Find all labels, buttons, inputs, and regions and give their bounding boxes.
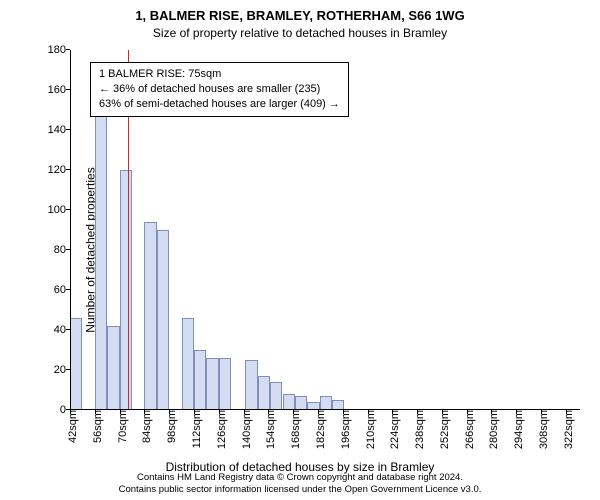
x-tick-mark	[318, 410, 319, 414]
x-tick-label: 154sqm	[259, 410, 277, 449]
x-tick-label: 42sqm	[61, 410, 79, 443]
x-tick-mark	[194, 410, 195, 414]
x-tick-label: 280sqm	[482, 410, 500, 449]
plot-area: 02040608010012014016018042sqm56sqm70sqm8…	[70, 50, 580, 410]
x-tick-mark	[541, 410, 542, 414]
x-tick-mark	[343, 410, 344, 414]
annotation-line: 63% of semi-detached houses are larger (…	[99, 97, 340, 112]
y-tick-label: 20	[54, 364, 70, 376]
x-tick-label: 84sqm	[135, 410, 153, 443]
x-tick-label: 238sqm	[408, 410, 426, 449]
x-tick-mark	[169, 410, 170, 414]
x-tick-label: 56sqm	[86, 410, 104, 443]
chart-title: 1, BALMER RISE, BRAMLEY, ROTHERHAM, S66 …	[0, 8, 600, 23]
y-tick-label: 100	[48, 204, 70, 216]
x-tick-label: 168sqm	[284, 410, 302, 449]
x-tick-mark	[467, 410, 468, 414]
x-tick-mark	[491, 410, 492, 414]
y-tick-label: 40	[54, 324, 70, 336]
x-tick-label: 126sqm	[210, 410, 228, 449]
x-tick-label: 294sqm	[507, 410, 525, 449]
chart-container: 1, BALMER RISE, BRAMLEY, ROTHERHAM, S66 …	[0, 0, 600, 500]
x-tick-mark	[516, 410, 517, 414]
y-tick-label: 60	[54, 284, 70, 296]
x-tick-mark	[120, 410, 121, 414]
annotation-line: ← 36% of detached houses are smaller (23…	[99, 82, 340, 97]
x-tick-mark	[566, 410, 567, 414]
x-tick-mark	[219, 410, 220, 414]
chart-footer: Contains HM Land Registry data © Crown c…	[0, 472, 600, 496]
x-tick-mark	[144, 410, 145, 414]
y-tick-label: 140	[48, 124, 70, 136]
x-tick-label: 70sqm	[111, 410, 129, 443]
x-tick-mark	[95, 410, 96, 414]
y-tick-label: 180	[48, 44, 70, 56]
chart-subtitle: Size of property relative to detached ho…	[0, 26, 600, 40]
x-tick-mark	[268, 410, 269, 414]
x-tick-mark	[70, 410, 71, 414]
annotation-line: 1 BALMER RISE: 75sqm	[99, 67, 340, 82]
x-tick-mark	[293, 410, 294, 414]
x-tick-label: 308sqm	[532, 410, 550, 449]
y-tick-label: 120	[48, 164, 70, 176]
x-tick-label: 322sqm	[557, 410, 575, 449]
x-tick-mark	[442, 410, 443, 414]
x-tick-label: 196sqm	[334, 410, 352, 449]
x-tick-label: 98sqm	[160, 410, 178, 443]
x-tick-label: 182sqm	[309, 410, 327, 449]
annotation-box: 1 BALMER RISE: 75sqm ← 36% of detached h…	[90, 62, 349, 117]
x-tick-label: 224sqm	[383, 410, 401, 449]
x-tick-label: 140sqm	[235, 410, 253, 449]
footer-line: Contains public sector information licen…	[0, 484, 600, 496]
footer-line: Contains HM Land Registry data © Crown c…	[0, 472, 600, 484]
x-tick-mark	[392, 410, 393, 414]
y-tick-label: 80	[54, 244, 70, 256]
x-tick-label: 266sqm	[458, 410, 476, 449]
x-tick-mark	[244, 410, 245, 414]
x-tick-mark	[368, 410, 369, 414]
x-tick-mark	[417, 410, 418, 414]
x-tick-label: 210sqm	[359, 410, 377, 449]
x-tick-label: 112sqm	[185, 410, 203, 448]
x-tick-label: 252sqm	[433, 410, 451, 449]
y-tick-label: 160	[48, 84, 70, 96]
